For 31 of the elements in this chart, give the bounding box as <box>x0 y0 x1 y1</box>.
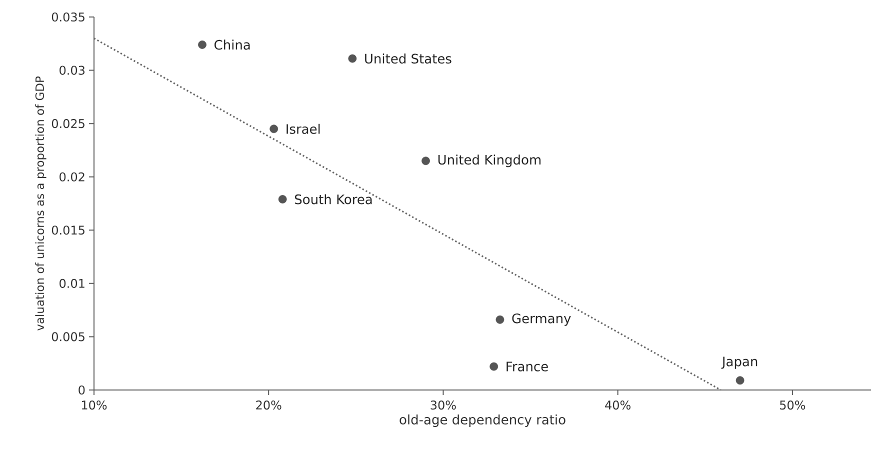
annotation: United States <box>365 54 452 64</box>
point <box>496 315 504 324</box>
x-tick-label: 10% <box>82 400 107 410</box>
point <box>198 40 206 49</box>
y-axis-title: valuation of unicorns as a proportion of GDP <box>35 76 46 331</box>
x-tick-label: 20% <box>256 400 282 410</box>
point <box>278 195 287 204</box>
annotation: France <box>506 362 548 372</box>
x-tick-label: 50% <box>780 400 806 410</box>
point <box>422 156 430 166</box>
annotation: China <box>214 40 250 50</box>
y-tick-label: 0.005 <box>52 332 84 342</box>
y-tick-label: 0 <box>78 385 85 395</box>
point <box>490 362 498 371</box>
annotation: Israel <box>286 124 320 134</box>
y-tick-label: 0.035 <box>52 12 84 22</box>
y-tick-label: 0.02 <box>60 172 84 182</box>
annotation: Japan <box>721 356 758 369</box>
x-tick-label: 30% <box>430 400 456 410</box>
y-tick-label: 0.015 <box>52 226 84 235</box>
annotation: United Kingdom <box>438 154 541 168</box>
x-axis-title: old-age dependency ratio <box>400 414 566 428</box>
point <box>348 54 357 63</box>
annotation: South Korea <box>294 194 372 204</box>
point <box>270 124 278 134</box>
point <box>736 376 744 385</box>
y-tick-label: 0.01 <box>60 278 84 288</box>
y-tick-label: 0.025 <box>52 119 84 128</box>
x-tick-label: 40% <box>605 400 630 410</box>
annotation: Germany <box>512 313 571 326</box>
y-tick-label: 0.03 <box>60 66 85 75</box>
